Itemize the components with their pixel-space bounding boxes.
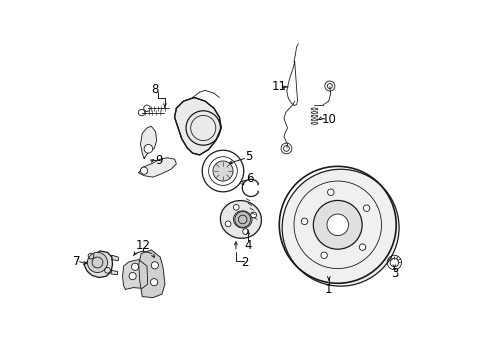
Text: 10: 10 xyxy=(322,113,336,126)
Text: 5: 5 xyxy=(244,150,252,163)
Polygon shape xyxy=(139,158,176,177)
Text: 9: 9 xyxy=(155,154,163,167)
Text: 4: 4 xyxy=(244,239,251,252)
Circle shape xyxy=(326,214,348,235)
Circle shape xyxy=(233,204,239,210)
Circle shape xyxy=(359,244,365,250)
Circle shape xyxy=(225,221,230,227)
Polygon shape xyxy=(112,255,118,261)
Ellipse shape xyxy=(220,201,261,238)
Text: 11: 11 xyxy=(272,80,286,93)
Text: 3: 3 xyxy=(390,267,397,280)
Ellipse shape xyxy=(233,211,251,228)
Circle shape xyxy=(150,279,158,286)
Circle shape xyxy=(144,144,152,153)
Text: 12: 12 xyxy=(136,239,151,252)
Ellipse shape xyxy=(348,233,354,240)
Polygon shape xyxy=(84,251,112,278)
Text: 1: 1 xyxy=(325,283,332,296)
Circle shape xyxy=(320,252,327,258)
Circle shape xyxy=(301,218,307,225)
Text: 8: 8 xyxy=(151,83,158,96)
Circle shape xyxy=(131,263,139,270)
Circle shape xyxy=(363,205,369,211)
Circle shape xyxy=(250,212,256,218)
Text: 6: 6 xyxy=(245,172,253,185)
Text: 2: 2 xyxy=(240,256,248,269)
Circle shape xyxy=(87,252,107,273)
Circle shape xyxy=(140,167,147,174)
Circle shape xyxy=(282,169,398,286)
Polygon shape xyxy=(139,250,164,298)
Circle shape xyxy=(234,212,250,227)
Polygon shape xyxy=(122,260,147,289)
Circle shape xyxy=(151,262,158,269)
Ellipse shape xyxy=(328,238,334,245)
Polygon shape xyxy=(111,270,117,275)
Ellipse shape xyxy=(349,213,356,218)
Polygon shape xyxy=(140,126,156,158)
Ellipse shape xyxy=(316,219,323,224)
Circle shape xyxy=(242,229,248,234)
Text: 7: 7 xyxy=(73,255,80,268)
Circle shape xyxy=(327,189,333,195)
Polygon shape xyxy=(174,98,221,155)
Ellipse shape xyxy=(332,203,336,211)
Circle shape xyxy=(313,201,362,249)
Circle shape xyxy=(129,273,136,280)
Circle shape xyxy=(212,161,233,181)
